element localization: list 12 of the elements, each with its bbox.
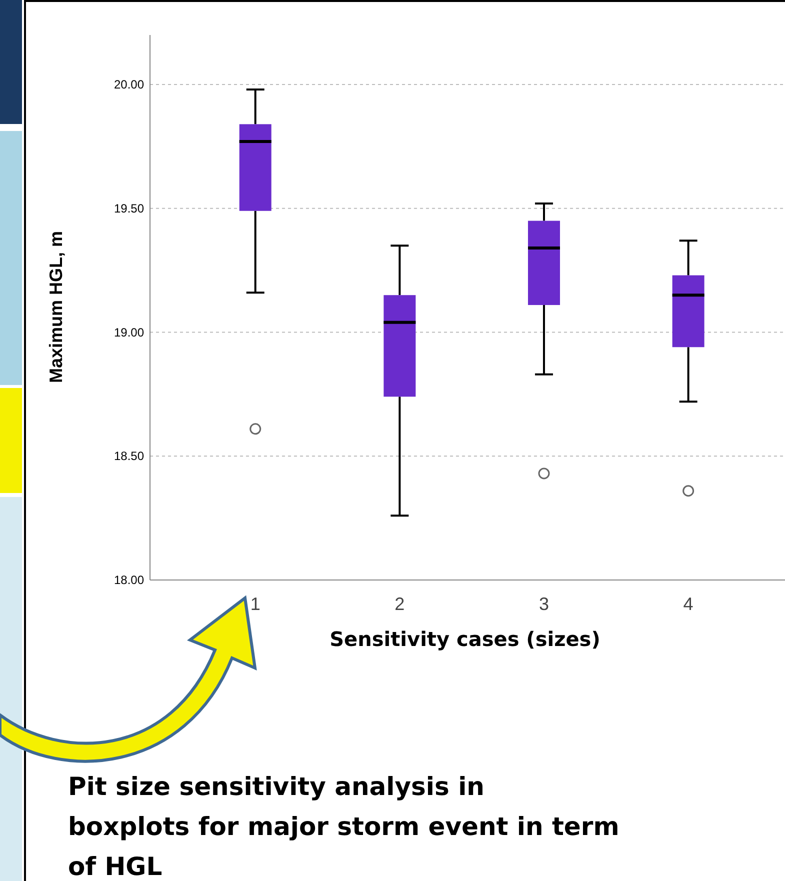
y-tick-label: 19.00 bbox=[114, 325, 144, 340]
y-tick-label: 19.50 bbox=[114, 201, 144, 216]
y-axis-title: Maximum HGL, m bbox=[46, 230, 66, 384]
y-tick-label: 18.00 bbox=[114, 573, 144, 587]
x-tick-label: 3 bbox=[538, 594, 549, 614]
text: Pit size sensitivity analysis in boxplots for major storm event in term of HGL bbox=[68, 772, 620, 881]
x-tick-label: 2 bbox=[394, 594, 405, 614]
x-tick-label: 4 bbox=[683, 594, 694, 614]
x-tick-label: 1 bbox=[250, 594, 260, 614]
y-tick-label: 18.50 bbox=[114, 449, 144, 464]
x-axis-title: Sensitivity cases (sizes) bbox=[330, 627, 600, 651]
y-tick-label: 20.00 bbox=[114, 78, 144, 92]
